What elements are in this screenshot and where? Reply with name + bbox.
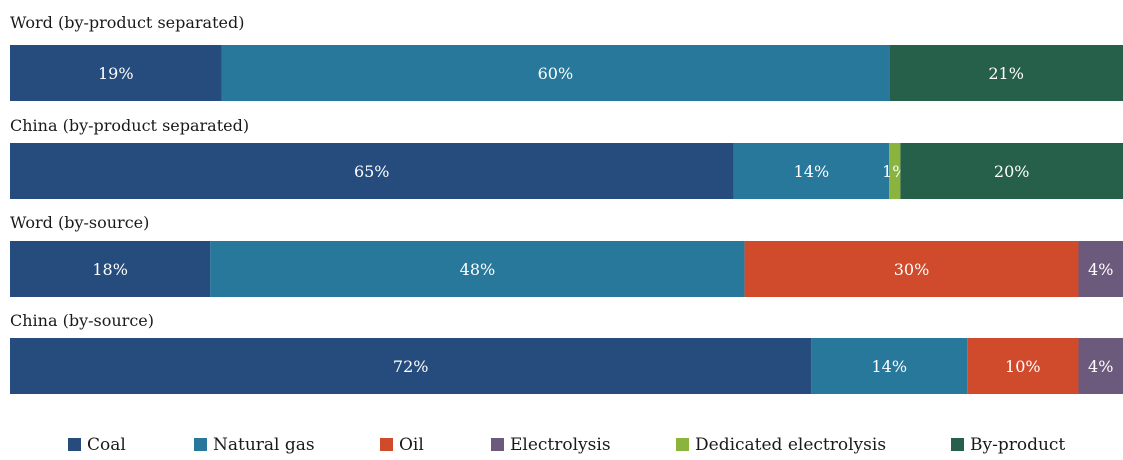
bar-row-china-by-source: China (by-source) 72% 14% 10% 4% bbox=[10, 311, 1123, 394]
bar-segment-natural-gas bbox=[221, 45, 890, 101]
legend-item-oil: Oil bbox=[380, 435, 424, 455]
legend-label: Coal bbox=[87, 435, 126, 455]
bar-segment-electrolysis bbox=[1078, 338, 1123, 394]
legend-label: Dedicated electrolysis bbox=[695, 435, 886, 455]
legend-swatch bbox=[194, 438, 207, 451]
legend-item-electrolysis: Electrolysis bbox=[491, 435, 611, 455]
bar-row-china-by-product-separated: China (by-product separated)65% 14% 1% 20% bbox=[10, 116, 1123, 199]
chart-legend: Coal Natural gas Oil Electrolysis Dedicated … bbox=[68, 435, 1065, 455]
data-label: 60% bbox=[538, 64, 574, 83]
bar-segment-by-product bbox=[889, 45, 1123, 101]
legend-swatch bbox=[676, 438, 689, 451]
bar-row-word-by-source: Word (by-source) 18% 48% 30% 4% bbox=[10, 213, 1123, 297]
bar-row-word-by-product-separated: Word (by-product separated) 19% 60% 21% bbox=[10, 13, 1123, 101]
bar-segment-oil bbox=[967, 338, 1079, 394]
legend-swatch bbox=[380, 438, 393, 451]
legend-item-natural-gas: Natural gas bbox=[194, 435, 315, 455]
bar-segment-natural-gas bbox=[733, 143, 890, 199]
data-label: 30% bbox=[894, 260, 930, 279]
data-label: 20% bbox=[994, 162, 1030, 181]
bar-segment-electrolysis bbox=[1078, 241, 1123, 297]
legend-item-coal: Coal bbox=[68, 435, 126, 455]
bar-segment-natural-gas bbox=[811, 338, 968, 394]
data-label: 72% bbox=[393, 357, 429, 376]
legend-swatch bbox=[68, 438, 81, 451]
bar-segment-by-product bbox=[900, 143, 1123, 199]
chart-rows: Word (by-product separated) 19% 60% 21% Chin… bbox=[10, 13, 1123, 394]
legend-label: Natural gas bbox=[213, 435, 315, 455]
category-label: Word (by-product separated) bbox=[10, 13, 244, 32]
data-label: 4% bbox=[1088, 357, 1113, 376]
legend-item-dedicated-electrolysis: Dedicated electrolysis bbox=[676, 435, 886, 455]
legend-swatch bbox=[951, 438, 964, 451]
data-label: 14% bbox=[871, 357, 907, 376]
data-label: 19% bbox=[98, 64, 134, 83]
legend-item-by-product: By-product bbox=[951, 435, 1065, 455]
bar-segment-natural-gas bbox=[210, 241, 745, 297]
bar-segment-coal bbox=[10, 338, 812, 394]
category-label: China (by-product separated) bbox=[10, 116, 249, 135]
bar-segment-coal bbox=[10, 241, 211, 297]
bar-segment-dedicated-electrolysis bbox=[889, 143, 901, 199]
legend-swatch bbox=[491, 438, 504, 451]
data-label: 65% bbox=[354, 162, 390, 181]
legend-label: Oil bbox=[399, 435, 424, 455]
data-label: 10% bbox=[1005, 357, 1041, 376]
data-label: 14% bbox=[794, 162, 830, 181]
data-label: 4% bbox=[1088, 260, 1113, 279]
category-label: China (by-source) bbox=[10, 311, 154, 330]
data-label: 21% bbox=[988, 64, 1024, 83]
bar-segment-coal bbox=[10, 143, 734, 199]
bar-segment-coal bbox=[10, 45, 222, 101]
category-label: Word (by-source) bbox=[10, 213, 149, 232]
legend-label: Electrolysis bbox=[510, 435, 611, 455]
data-label: 48% bbox=[460, 260, 496, 279]
legend-label: By-product bbox=[970, 435, 1065, 455]
data-label: 18% bbox=[92, 260, 128, 279]
bar-segment-oil bbox=[744, 241, 1079, 297]
